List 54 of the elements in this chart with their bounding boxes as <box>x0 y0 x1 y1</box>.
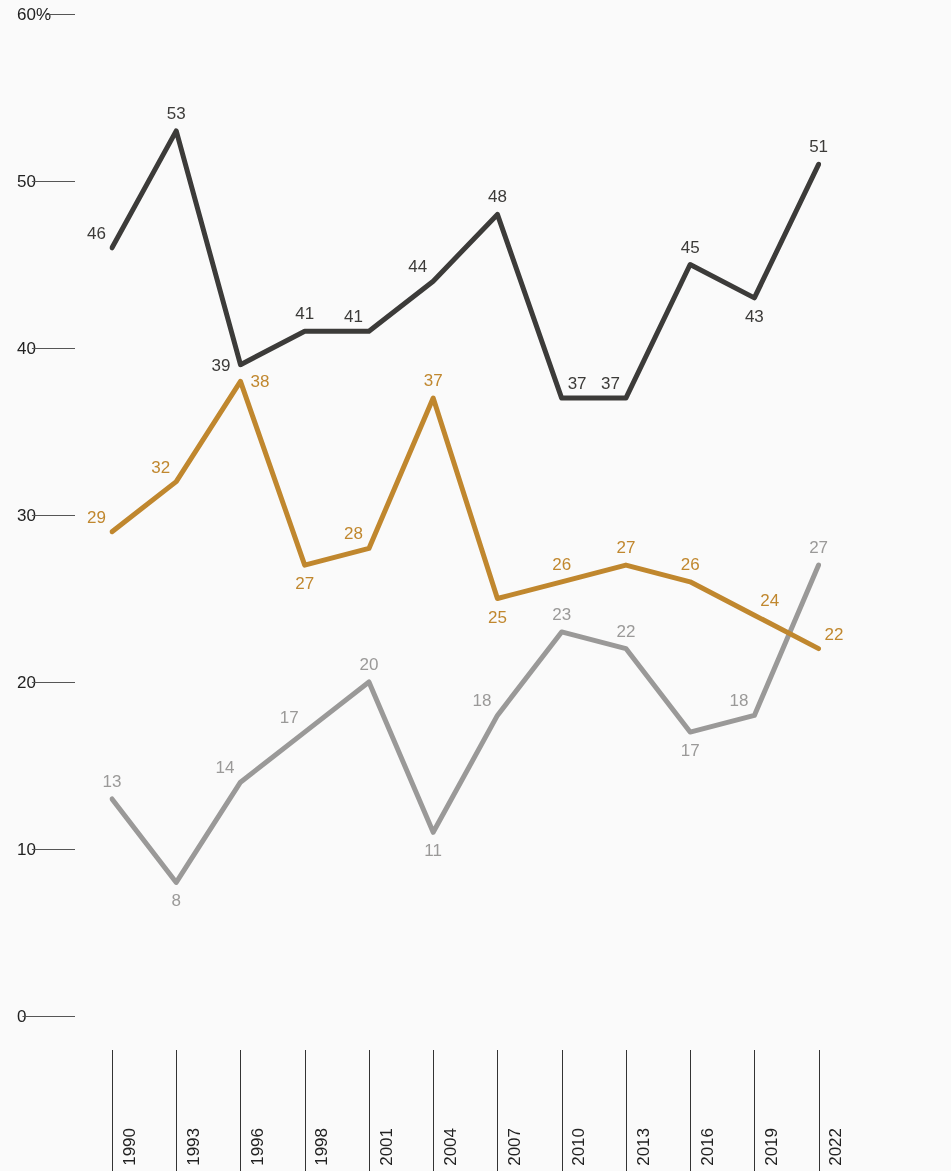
data-label: 26 <box>552 554 572 574</box>
data-label: 29 <box>87 507 107 527</box>
data-label: 37 <box>600 374 620 394</box>
x-tick-label: 1996 <box>248 1128 268 1166</box>
x-tick-label: 1998 <box>312 1128 332 1166</box>
data-label: 46 <box>87 223 107 243</box>
data-label: 28 <box>344 524 363 544</box>
y-tick-label: 20 <box>17 672 36 692</box>
data-label: 22 <box>616 621 636 641</box>
data-label: 20 <box>359 655 379 674</box>
x-tick-label: 2022 <box>826 1128 846 1166</box>
y-tick-label: 40 <box>17 338 36 358</box>
data-label: 24 <box>760 591 780 611</box>
data-label: 18 <box>729 691 749 711</box>
data-label: 37 <box>567 374 587 394</box>
data-label: 18 <box>472 691 492 711</box>
data-label: 41 <box>295 304 315 324</box>
data-label: 43 <box>744 306 764 326</box>
data-label: 39 <box>211 355 231 375</box>
data-label: 53 <box>166 103 186 123</box>
x-tick-label: 1993 <box>183 1128 203 1166</box>
data-label: 14 <box>215 758 235 778</box>
y-tick-label: 60% <box>17 4 52 24</box>
x-tick-label: 2007 <box>505 1128 525 1166</box>
x-tick-label: 2016 <box>697 1128 717 1166</box>
data-label: 27 <box>809 538 829 558</box>
data-label: 17 <box>279 708 299 728</box>
data-label: 25 <box>487 607 507 627</box>
data-label: 38 <box>250 372 270 392</box>
x-tick-label: 2019 <box>762 1128 782 1166</box>
x-tick-label: 2010 <box>569 1128 589 1166</box>
data-label: 27 <box>616 538 636 558</box>
data-label: 26 <box>680 554 700 574</box>
data-label: 11 <box>424 841 443 861</box>
x-tick-label: 2013 <box>633 1128 653 1166</box>
data-label: 8 <box>171 891 181 911</box>
data-label: 48 <box>487 187 507 207</box>
y-tick-label: 50 <box>17 171 36 191</box>
data-label: 44 <box>408 257 428 277</box>
data-label: 17 <box>680 741 700 761</box>
data-label: 51 <box>809 137 829 157</box>
data-label: 23 <box>552 604 572 624</box>
data-label: 41 <box>344 307 363 327</box>
y-tick-label: 30 <box>17 505 36 525</box>
x-tick-label: 1990 <box>119 1128 139 1166</box>
data-label: 45 <box>680 237 700 257</box>
y-tick-label: 10 <box>17 839 36 859</box>
data-label: 27 <box>295 574 315 594</box>
data-label: 32 <box>151 457 171 477</box>
data-label: 37 <box>423 371 443 391</box>
x-tick-label: 2001 <box>376 1128 396 1166</box>
x-tick-label: 2004 <box>440 1128 460 1166</box>
data-label: 22 <box>824 624 844 644</box>
data-label: 13 <box>102 771 122 791</box>
